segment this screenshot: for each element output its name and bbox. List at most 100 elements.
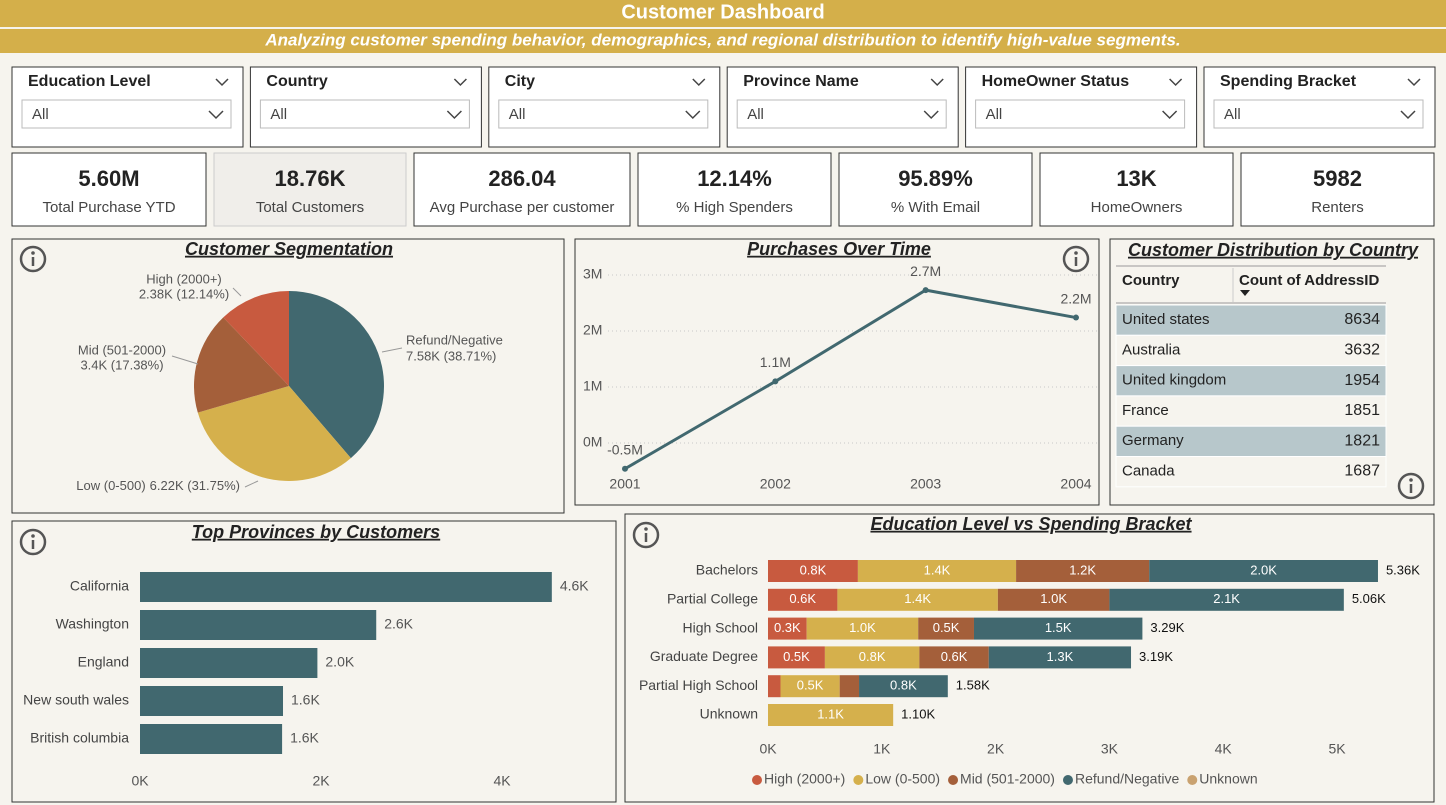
title: Customer Dashboard xyxy=(621,1,824,23)
total-label: 1.10K xyxy=(901,706,935,721)
bar-segment xyxy=(973,617,1143,640)
y-tick-label: Washington xyxy=(56,616,129,632)
table-cell: 1687 xyxy=(1344,463,1380,480)
table-cell: United states xyxy=(1122,311,1210,328)
filter-dropdown[interactable] xyxy=(975,99,1186,129)
x-tick-label: 5K xyxy=(1328,741,1346,757)
chevron xyxy=(215,78,229,87)
kpi-card xyxy=(213,152,407,227)
info-icon[interactable] xyxy=(19,245,47,273)
table-cell: 8634 xyxy=(1344,311,1380,328)
segment-label: 0.3K xyxy=(774,620,801,635)
y-tick-label: Graduate Degree xyxy=(650,648,758,664)
data-label: 1.6K xyxy=(290,730,319,746)
bar-segment xyxy=(806,617,919,640)
line xyxy=(624,288,1077,471)
slice-value: 7.58K (38.71%) xyxy=(406,348,496,363)
total-label: 3.19K xyxy=(1139,649,1173,664)
y-tick-label: 0M xyxy=(583,434,602,450)
x-tick-label: 0K xyxy=(759,741,777,757)
kpi-label: Total Customers xyxy=(256,199,364,216)
x-tick-label: 4K xyxy=(493,773,511,789)
y-tick-label: New south wales xyxy=(23,692,129,708)
x-tick-label: 0K xyxy=(131,773,149,789)
chart-title: Top Provinces by Customers xyxy=(192,522,440,542)
y-tick-label: Bachelors xyxy=(696,562,758,578)
filter-dropdown[interactable] xyxy=(498,99,709,129)
bar-segment xyxy=(997,588,1110,611)
bar-segment xyxy=(918,617,974,640)
y-tick-label: 3M xyxy=(583,266,602,282)
segment-label: 1.4K xyxy=(904,591,931,606)
legend-swatch xyxy=(948,775,959,785)
kpi-card xyxy=(413,152,631,227)
kpi-value: 286.04 xyxy=(488,166,556,191)
info-icon[interactable] xyxy=(1397,472,1425,500)
bar-segment xyxy=(768,588,838,611)
filter-value: All xyxy=(32,106,49,123)
table-row xyxy=(1115,304,1387,336)
table-row xyxy=(1115,456,1387,488)
segment-label: 0.5K xyxy=(933,620,960,635)
legend-label: Mid (501-2000) xyxy=(960,771,1055,787)
bar-segment xyxy=(919,646,989,669)
bar xyxy=(140,686,284,716)
column-header[interactable]: Count of AddressID xyxy=(1239,272,1379,289)
table-cell: Canada xyxy=(1122,462,1175,479)
total-label: 5.36K xyxy=(1386,562,1420,577)
filter-label: Country xyxy=(266,73,327,90)
filter-dropdown[interactable] xyxy=(21,99,232,129)
point xyxy=(1073,314,1079,321)
info-icon[interactable] xyxy=(632,521,660,549)
filter-dropdown[interactable] xyxy=(259,99,470,129)
filter-value: All xyxy=(747,106,764,123)
bar xyxy=(140,648,318,678)
bar-segment xyxy=(768,617,807,640)
legend-label: Unknown xyxy=(1199,771,1257,787)
kpi-value: 12.14% xyxy=(697,166,772,191)
legend-label: Refund/Negative xyxy=(1075,771,1180,787)
kpi-value: 13K xyxy=(1116,166,1156,191)
info-dot xyxy=(1074,251,1078,255)
legend-swatch xyxy=(853,775,864,785)
bar-segment xyxy=(768,675,781,698)
leader-line xyxy=(171,355,199,365)
y-tick-label: Partial High School xyxy=(639,677,758,693)
filter-value: All xyxy=(270,106,287,123)
pie-slice xyxy=(223,291,289,386)
kpi-value: 95.89% xyxy=(898,166,973,191)
filter-label: City xyxy=(505,73,535,90)
subtitle: Analyzing customer spending behavior, de… xyxy=(264,30,1180,49)
chevron xyxy=(930,78,944,87)
kpi-card xyxy=(1240,152,1435,227)
segment-label: 0.5K xyxy=(783,649,810,664)
header-band xyxy=(0,0,1446,27)
x-tick-label: 2K xyxy=(312,773,330,789)
x-tick-label: 2001 xyxy=(609,476,640,492)
kpi-label: HomeOwners xyxy=(1091,199,1183,216)
slice-label: Refund/Negative xyxy=(406,332,503,347)
data-label: 2.2M xyxy=(1060,290,1091,306)
kpi-label: Avg Purchase per customer xyxy=(430,199,615,216)
legend-label: High (2000+) xyxy=(764,771,845,787)
bar xyxy=(140,724,283,754)
filter-dropdown[interactable] xyxy=(736,99,947,129)
info-icon[interactable] xyxy=(19,528,47,556)
table-title: Customer Distribution by Country xyxy=(1128,240,1419,260)
kpi-value: 5982 xyxy=(1313,166,1362,191)
segment-label: 1.1K xyxy=(817,706,844,721)
table-cell: 3632 xyxy=(1344,342,1380,359)
legend-swatch xyxy=(1187,775,1198,785)
total-label: 5.06K xyxy=(1352,591,1386,606)
segment-label: 2.0K xyxy=(1250,562,1277,577)
info-icon[interactable] xyxy=(1062,245,1090,273)
bar-segment xyxy=(768,646,825,669)
data-label: 2.0K xyxy=(325,654,354,670)
slice-value: 3.4K (17.38%) xyxy=(80,357,163,372)
legend-swatch xyxy=(1062,775,1073,785)
filter-dropdown[interactable] xyxy=(1213,99,1424,129)
segment-label: 1.5K xyxy=(1045,620,1072,635)
y-tick-label: High School xyxy=(683,619,759,635)
table-row xyxy=(1115,425,1387,458)
